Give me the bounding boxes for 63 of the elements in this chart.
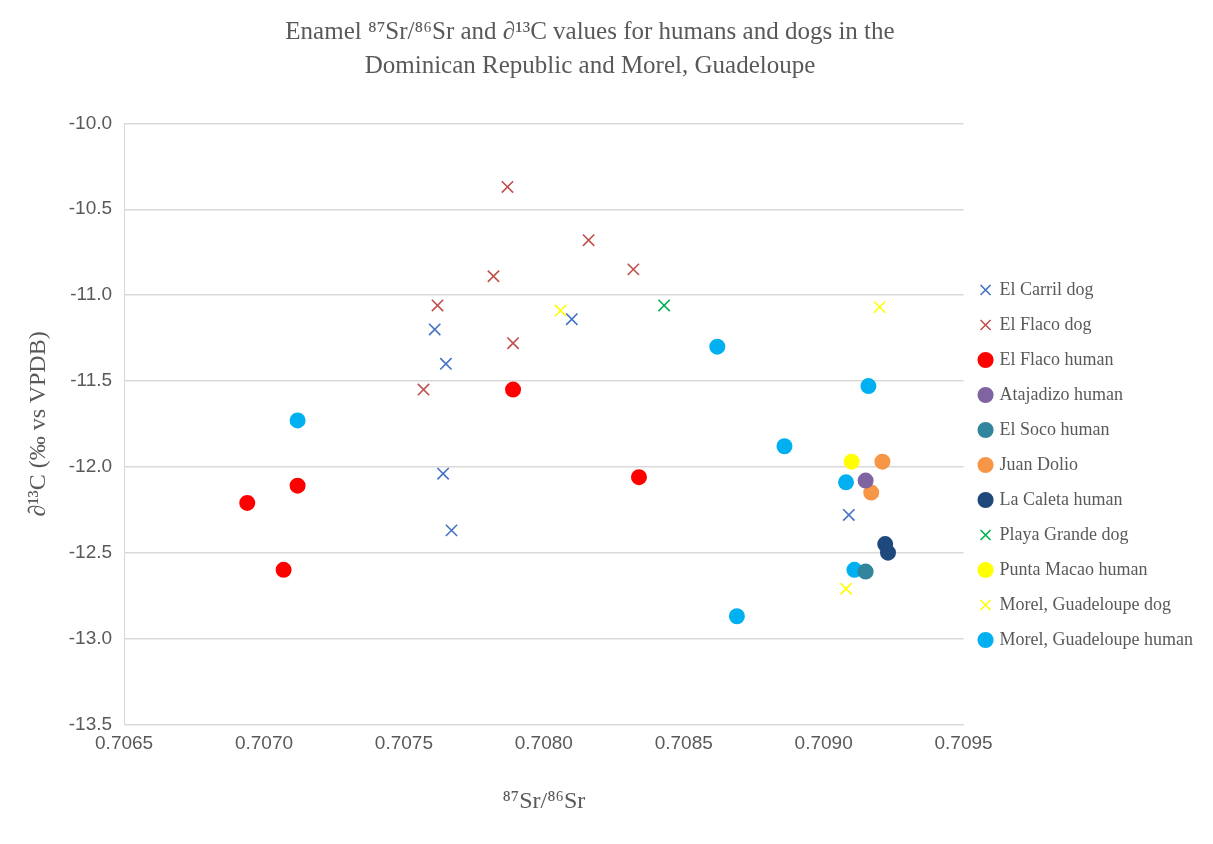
legend-label: Juan Dolio bbox=[999, 453, 1079, 474]
point bbox=[289, 477, 306, 494]
y-tick-label: -13.5 bbox=[68, 712, 113, 734]
legend-label: Punta Macao human bbox=[999, 558, 1148, 579]
legend-label: Atajadizo human bbox=[999, 383, 1124, 404]
x-tick-label: 0.7085 bbox=[654, 732, 713, 754]
point bbox=[874, 453, 891, 470]
legend-label: Morel, Guadeloupe dog bbox=[999, 593, 1172, 614]
point bbox=[431, 298, 444, 312]
point bbox=[439, 357, 453, 371]
point bbox=[275, 561, 292, 578]
y-tick-label: -11.5 bbox=[70, 369, 113, 391]
x-tick-label: 0.7090 bbox=[794, 732, 853, 754]
y-tick-label: -11.0 bbox=[70, 283, 113, 305]
point bbox=[857, 472, 874, 489]
point bbox=[838, 474, 855, 491]
y-axis-title: ∂¹³C (‰ vs VPDB) bbox=[23, 331, 50, 517]
point bbox=[505, 381, 522, 398]
x-axis-title: ⁸⁷Sr/⁸⁶Sr bbox=[502, 786, 586, 813]
x-tick-label: 0.7070 bbox=[234, 732, 294, 754]
point bbox=[626, 262, 640, 276]
y-tick-label: -12.5 bbox=[68, 540, 113, 562]
point bbox=[565, 312, 579, 326]
point bbox=[436, 467, 450, 481]
point bbox=[863, 484, 880, 501]
point bbox=[843, 453, 860, 470]
point bbox=[839, 582, 853, 596]
legend-label: La Caleta human bbox=[999, 488, 1123, 509]
x-tick-label: 0.7075 bbox=[374, 732, 433, 754]
x-tick-label: 0.7095 bbox=[934, 732, 993, 754]
legend-label: El Flaco dog bbox=[999, 313, 1092, 334]
point bbox=[487, 269, 500, 283]
point bbox=[582, 233, 596, 247]
point bbox=[709, 338, 726, 355]
point bbox=[857, 563, 874, 580]
legend-label: El Soco human bbox=[999, 418, 1110, 439]
point bbox=[873, 300, 887, 314]
point bbox=[776, 438, 793, 455]
legend-label: Playa Grande dog bbox=[999, 523, 1129, 544]
legend-label: Morel, Guadeloupe human bbox=[999, 628, 1194, 649]
point bbox=[630, 469, 647, 486]
point bbox=[860, 378, 877, 395]
x-tick-label: 0.7080 bbox=[514, 732, 573, 754]
chart-title: Enamel ⁸⁷Sr/⁸⁶Sr and ∂¹³C values for humans and dogs in the Dominican Republic and Morel, Guadeloupe bbox=[284, 16, 896, 80]
point bbox=[842, 508, 856, 522]
point bbox=[428, 323, 442, 336]
legend-label: El Carril dog bbox=[999, 278, 1094, 299]
point bbox=[445, 523, 458, 537]
y-tick-label: -12.0 bbox=[68, 455, 113, 477]
point bbox=[501, 180, 514, 194]
point bbox=[289, 412, 306, 429]
point bbox=[657, 298, 671, 312]
point bbox=[728, 608, 745, 625]
legend-label: El Flaco human bbox=[999, 348, 1114, 369]
point bbox=[506, 336, 520, 350]
x-tick-label: 0.7065 bbox=[95, 732, 154, 754]
point bbox=[554, 304, 568, 318]
point bbox=[880, 544, 896, 561]
y-tick-label: -13.0 bbox=[68, 626, 113, 648]
point bbox=[239, 494, 256, 511]
y-tick-label: -10.0 bbox=[68, 111, 113, 133]
point bbox=[417, 383, 430, 397]
y-tick-label: -10.5 bbox=[68, 197, 113, 219]
